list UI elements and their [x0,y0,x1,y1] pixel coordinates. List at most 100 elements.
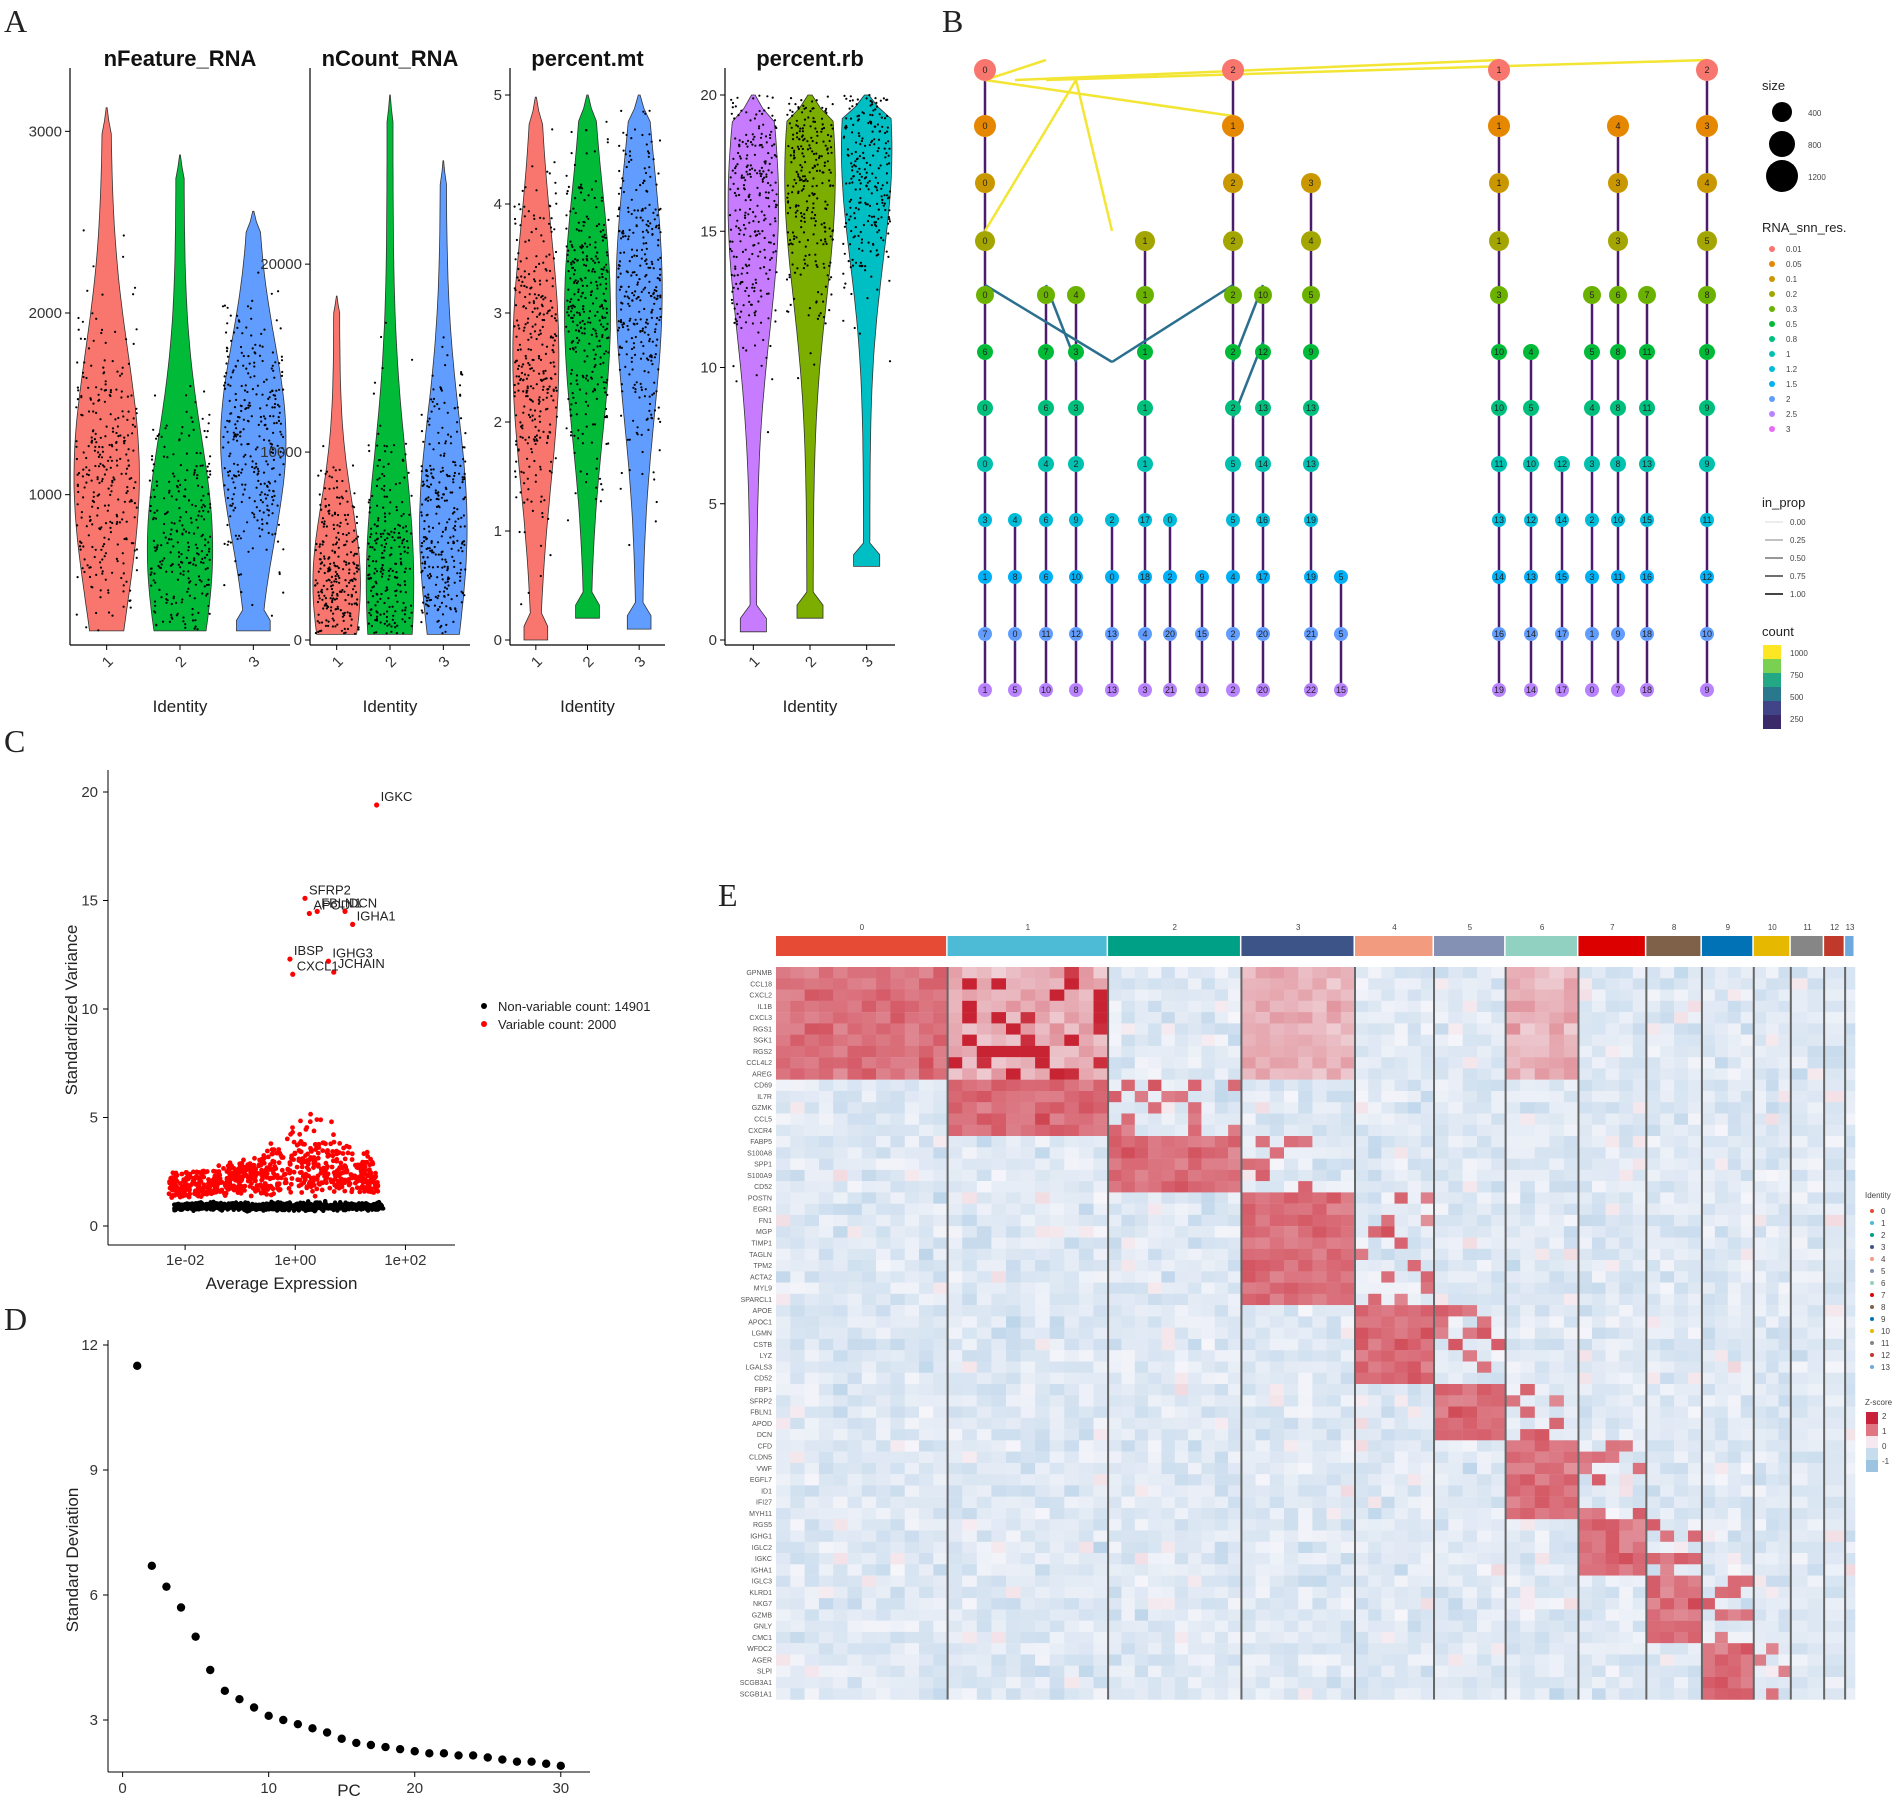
jitter-point [871,172,874,175]
jitter-point [150,571,153,574]
jitter-point [831,238,834,241]
jitter-point [651,227,654,231]
jitter-point [168,480,171,483]
jitter-point [95,386,98,389]
jitter-point [862,157,865,160]
jitter-point [270,367,273,370]
jitter-point [427,525,430,528]
legend-size-title: size [1762,78,1785,93]
legend-resolution-label: 0.2 [1786,290,1798,299]
jitter-point [546,435,550,438]
jitter-point [228,419,231,423]
jitter-point [261,393,264,396]
legend-resolution-label: 1.5 [1786,380,1798,389]
clustree-node-label: 9 [1073,515,1078,525]
clustree-node-label: 22 [1306,685,1316,695]
jitter-point [533,217,536,220]
clustree-node-label: 12 [1526,515,1536,525]
jitter-point [527,239,531,242]
jitter-point [756,233,759,236]
nonvariable-point [361,1204,366,1209]
jitter-point [618,368,622,371]
jitter-point [207,604,210,608]
jitter-point [848,200,851,203]
jitter-point [816,163,819,166]
jitter-point [164,427,167,430]
jitter-point [125,580,128,583]
jitter-point [233,406,237,409]
jitter-point [154,611,157,614]
jitter-point [634,390,637,394]
jitter-point [602,325,605,328]
jitter-point [640,257,643,260]
jitter-point [744,248,747,251]
jitter-point [135,556,138,560]
clustree-node-label: 12 [1071,629,1081,639]
jitter-point [550,217,553,220]
jitter-point [619,487,622,490]
jitter-point [191,503,194,506]
jitter-point [537,333,541,336]
jitter-point [75,440,78,443]
jitter-point [344,579,347,582]
clustree-node [1699,456,1715,472]
jitter-point [352,561,355,564]
jitter-point [860,238,864,241]
jitter-point [626,438,630,441]
jitter-point [802,104,805,107]
jitter-point [823,161,827,164]
jitter-point [626,295,629,298]
jitter-point [542,398,545,401]
jitter-point [99,596,102,599]
jitter-point [644,207,647,210]
jitter-point [748,207,752,211]
jitter-point [85,466,88,469]
jitter-point [854,206,858,210]
jitter-point [107,459,110,462]
jitter-point [630,137,633,140]
clustree-node [1226,513,1240,527]
jitter-point [745,170,748,173]
jitter-point [570,298,573,301]
jitter-point [170,538,173,541]
jitter-point [149,509,152,512]
jitter-point [85,376,88,380]
jitter-point [524,307,528,310]
jitter-point [132,449,135,452]
jitter-point [452,559,456,563]
jitter-point [565,245,568,248]
jitter-point [259,415,262,419]
jitter-point [887,140,890,143]
jitter-point [370,624,373,628]
jitter-point [111,427,115,430]
jitter-point [635,254,639,258]
jitter-point [645,143,648,146]
clustree-node [1611,513,1625,527]
jitter-point [224,426,227,429]
jitter-point [822,243,825,246]
jitter-point [774,320,777,323]
jitter-point [178,519,181,522]
jitter-point [552,399,555,402]
jitter-point [105,425,108,428]
jitter-point [758,232,761,235]
jitter-point [583,360,586,363]
jitter-point [824,109,827,112]
jitter-point [100,328,104,331]
jitter-point [255,486,258,489]
jitter-point [274,480,277,483]
jitter-point [248,362,251,365]
jitter-point [156,544,159,547]
jitter-point [261,522,264,526]
clustree-node-label: 10 [1702,629,1712,639]
jitter-point [437,608,440,611]
jitter-point [410,604,413,607]
jitter-point [888,209,891,212]
jitter-point [514,289,517,292]
jitter-point [348,568,351,571]
jitter-point [172,472,175,475]
jitter-point [423,560,427,563]
jitter-point [116,464,119,467]
legend-size-label: 800 [1808,141,1822,150]
jitter-point [459,562,462,565]
